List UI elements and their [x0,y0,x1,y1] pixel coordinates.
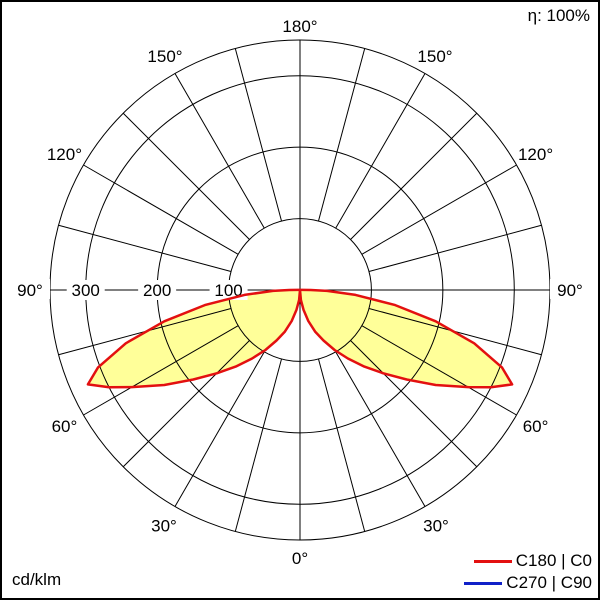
angle-gridline [368,224,542,272]
angle-gridline [122,112,250,240]
angle-label: 90° [557,281,583,300]
angle-label: 0° [292,549,308,568]
angle-label: 180° [282,17,317,36]
tick-label-bg [138,280,177,300]
angle-label: 120° [47,145,82,164]
radial-tick-label: 200 [143,281,171,300]
legend-swatch-red [473,559,512,563]
angle-gridline [122,340,250,468]
angle-gridline [335,73,426,229]
unit-label: cd/klm [12,570,62,589]
angle-gridline [174,73,265,229]
angle-label: 60° [523,417,549,436]
angle-label: 60° [52,417,78,436]
legend-item-c180-c0: C180 | C0 [432,550,592,572]
legend-label: C270 | C90 [506,573,592,592]
angle-gridline [335,351,426,507]
radial-tick-label: 300 [72,281,100,300]
legend-swatch-blue [464,581,503,585]
legend-label: C180 | C0 [515,551,592,570]
angle-gridline [174,351,265,507]
tick-label-bg [209,280,248,300]
efficiency-label: η: 100% [527,6,590,25]
angle-gridline [318,48,366,222]
angle-gridline [350,112,478,240]
radial-tick-label: 100 [214,281,242,300]
series-line-c180-c0 [86,288,514,389]
angle-gridline [318,358,366,532]
angle-label-bg [550,279,590,299]
angle-label-bg [10,279,50,299]
angle-gridline [361,164,517,255]
angle-label: 120° [518,145,553,164]
angle-gridline [350,340,478,468]
angle-label: 150° [147,47,182,66]
angle-label: 90° [17,281,43,300]
legend-item-c270-c90: C270 | C90 [432,572,592,594]
distribution-fill [87,289,513,388]
angle-gridline [83,164,239,255]
angle-gridline [234,358,282,532]
tick-label-bg [66,280,105,300]
angle-label: 150° [417,47,452,66]
angle-gridline [58,224,232,272]
angle-label: 30° [151,517,177,536]
angle-gridline [234,48,282,222]
angle-label: 30° [423,517,449,536]
legend: C180 | C0 C270 | C90 [432,550,592,594]
angle-gridline [83,325,239,416]
angle-gridline [361,325,517,416]
